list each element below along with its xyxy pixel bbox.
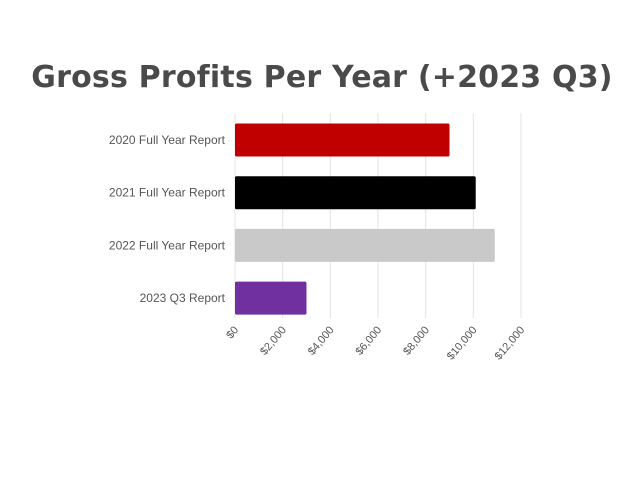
x-tick-label: $2,000 [258,324,289,357]
x-tick-label: $0 [224,324,241,341]
x-tick-label: $10,000 [445,324,480,362]
category-label: 2022 Full Year Report [109,238,226,252]
chart-title: Gross Profits Per Year (+2023 Q3) [31,60,613,95]
category-label: 2020 Full Year Report [109,133,226,147]
bars [235,123,495,315]
x-tick-label: $12,000 [493,324,528,362]
bar [235,281,307,315]
category-label: 2023 Q3 Report [140,291,226,305]
x-tick-label: $8,000 [401,324,432,357]
category-labels: 2020 Full Year Report 2021 Full Year Repo… [109,133,226,305]
category-label: 2021 Full Year Report [109,186,226,200]
x-tick-label: $6,000 [353,324,384,357]
bar [235,123,450,157]
bar [235,176,476,210]
x-axis-tick-labels: $0 $2,000 $4,000 $6,000 $8,000 $10,000 $12,000 [224,324,527,362]
x-tick-label: $4,000 [306,324,337,357]
bar [235,228,495,262]
